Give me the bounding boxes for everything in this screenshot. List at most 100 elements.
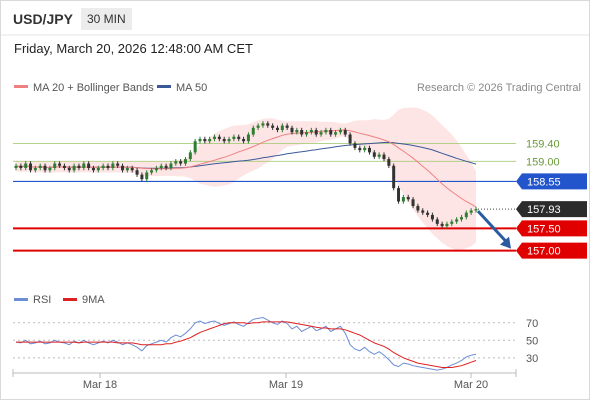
candle-body [261,123,265,126]
ma20-legend-swatch [14,85,28,88]
ma20-line [15,129,477,208]
candle-body [101,165,105,169]
candle-body [295,130,299,133]
candle-body [464,212,468,218]
candle-body [401,197,405,202]
ma20-legend-label: MA 20 + Bollinger Bands [33,82,154,94]
candle-body [459,217,463,220]
candle-body [198,138,202,142]
candle-body [48,168,52,171]
candle-body [14,165,18,169]
candlesticks [14,121,478,229]
level-label-159.40: 159.40 [526,138,560,150]
candle-body [280,125,284,131]
forecast-arrow-head [500,236,511,249]
candle-body [285,125,289,128]
candle-body [140,174,144,180]
candle-body [382,154,386,160]
level-label-158.55: 158.55 [527,176,561,188]
candle-body [251,127,255,135]
candle-body [430,214,434,220]
candle-body [62,165,66,169]
candle-body [106,165,110,169]
candle-body [159,165,163,169]
rsi-ma-legend-label: 9MA [82,294,105,306]
ma50-legend-label: MA 50 [176,82,207,94]
candle-body [125,168,129,171]
candle-body [421,210,425,213]
candle-body [237,136,241,139]
rsi-legend-swatch [14,298,28,301]
candle-body [111,163,115,169]
candle-body [193,141,197,153]
candle-body [377,154,381,157]
candle-body [154,168,158,171]
candle-body [217,136,221,139]
candle-body [372,152,376,157]
candle-body [116,163,120,166]
candle-body [19,165,23,169]
candle-body [435,219,439,224]
credit-text: Research © 2026 Trading Central [417,82,581,94]
candle-body [343,130,347,135]
candle-body [183,159,187,164]
candle-body [455,219,459,222]
candle-body [58,163,62,166]
candle-body [135,170,139,175]
rsi-level-label-30: 30 [526,353,538,365]
bollinger-bands [16,107,476,250]
candle-body [329,130,333,135]
candle-body [353,143,357,148]
candle-body [256,125,260,128]
symbol-title: USD/JPY [13,11,73,27]
candle-body [314,130,318,135]
x-tick-label-Mar 19: Mar 19 [269,379,303,391]
timeframe-button[interactable]: 30 MIN [81,8,132,30]
candle-body [309,130,313,133]
bollinger-band-area [16,107,476,250]
candle-body [440,223,444,227]
candle-body [96,168,100,171]
candle-body [392,165,396,189]
candle-body [213,136,217,139]
rsi-line [15,316,477,371]
level-tag-157.00 [516,242,587,259]
price-levels [13,143,516,252]
x-tick-label-Mar 20: Mar 20 [454,379,488,391]
rsi-legend-label: RSI [33,294,51,306]
rsi-ma-legend-swatch [63,298,77,301]
level-tag-157.50 [516,220,587,237]
rsi-level-label-50: 50 [526,335,538,347]
candle-body [33,168,37,171]
candle-body [334,132,338,135]
candle-body [29,163,33,171]
candle-body [121,165,125,171]
candle-body [242,138,246,142]
candle-body [130,168,134,171]
candle-body [426,212,430,215]
forecast-arrow [476,210,511,249]
rsi-ma-line [16,321,477,368]
candle-body [43,165,47,171]
x-axis-labels: Mar 18 Mar 19 Mar 20 [12,369,517,391]
level-labels: 159.40 159.00 158.55 157.50 157.00 157.93 [516,138,587,259]
candle-body [53,163,57,169]
candle-body [416,205,420,211]
timestamp: Friday, March 20, 2026 12:48:00 AM CET [14,41,253,56]
candle-body [363,147,367,151]
level-tag-158.55 [516,173,587,190]
candle-body [72,165,76,171]
candle-body [411,199,415,206]
candle-body [397,188,401,202]
candle-body [188,152,192,160]
candle-body [445,223,449,227]
candle-body [324,130,328,133]
candle-body [338,130,342,133]
candle-body [24,163,28,169]
candle-body [82,163,86,169]
candle-body [469,210,473,213]
x-tick-label-Mar 18: Mar 18 [83,379,117,391]
candle-body [203,138,207,142]
current-price-tag [516,201,587,218]
